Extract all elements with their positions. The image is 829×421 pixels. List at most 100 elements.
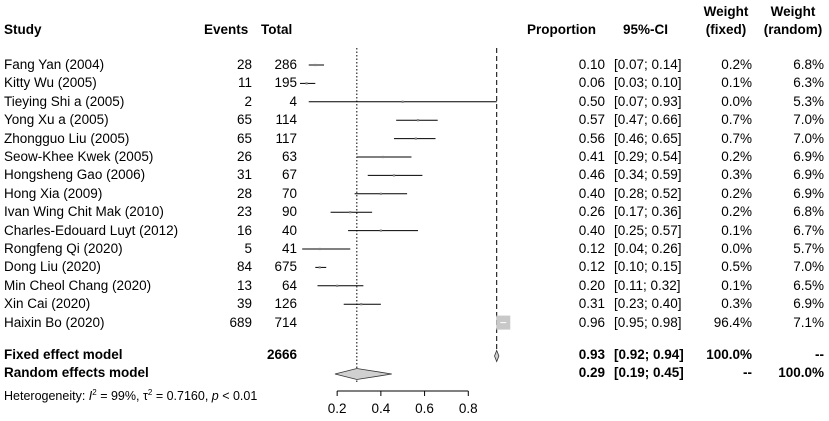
study-weight-random: 6.5% [793,277,824,293]
study-weight-random: 7.0% [793,259,824,275]
study-name: Yong Xu a (2005) [4,112,109,128]
x-axis-tick-label: 0.6 [415,401,434,416]
study-events: 13 [236,277,252,293]
study-name: Seow-Khee Kwek (2005) [4,149,154,164]
study-ci: [0.25; 0.57] [614,222,682,238]
study-effect-square [401,100,404,103]
study-events: 2 [244,93,252,109]
study-effect-square [379,192,382,195]
study-total: 286 [274,57,297,72]
random-model-weight-fixed: -- [743,365,752,380]
study-effect-square [318,247,321,251]
study-weight-fixed: 0.0% [721,93,752,109]
study-weight-random: 5.7% [793,241,824,256]
study-events: 16 [236,222,252,238]
study-weight-fixed: 0.2% [721,204,752,220]
study-weight-random: 6.8% [793,204,824,220]
study-total: 64 [281,277,297,293]
header-weight-random-line2: (random) [763,22,823,37]
study-ci: [0.23; 0.40] [614,296,682,312]
study-proportion: 0.46 [578,167,605,183]
study-total: 90 [281,204,297,220]
study-proportion: 0.20 [578,277,605,293]
study-ci: [0.07; 0.14] [614,57,682,72]
study-ci: [0.07; 0.93] [614,93,682,109]
fixed-model-proportion: 0.93 [578,347,605,362]
study-weight-fixed: 0.1% [721,75,752,91]
study-weight-fixed: 96.4% [713,314,752,330]
study-ci: [0.29; 0.54] [614,149,682,164]
study-effect-square [318,266,321,269]
study-proportion: 0.12 [578,259,605,275]
study-total: 714 [274,314,297,330]
study-name: Min Cheol Chang (2020) [4,277,152,293]
study-weight-fixed: 0.2% [721,149,752,164]
study-proportion: 0.31 [578,296,605,312]
study-proportion: 0.57 [578,112,605,128]
study-weight-fixed: 0.2% [721,185,752,201]
study-events: 689 [229,314,252,330]
x-axis-tick-label: 0.4 [371,401,390,416]
study-ci: [0.46; 0.65] [614,130,682,146]
study-events: 28 [236,185,252,201]
header-study: Study [4,22,42,37]
study-name: Charles-Edouard Luyt (2012) [4,222,179,238]
study-events: 39 [236,296,252,312]
study-name: Zhongguo Liu (2005) [4,130,130,146]
study-effect-square [360,303,363,306]
study-proportion: 0.41 [578,149,605,164]
study-total: 67 [281,167,297,183]
study-weight-random: 6.8% [793,57,824,72]
study-name: Tieying Shi a (2005) [4,93,125,109]
study-ci: [0.34; 0.59] [614,167,682,183]
study-ci: [0.17; 0.36] [614,204,682,220]
study-total: 675 [274,259,297,275]
study-name: Haixin Bo (2020) [4,314,105,330]
study-proportion: 0.26 [578,204,605,220]
study-name: Xin Cai (2020) [4,296,91,312]
study-events: 23 [236,204,252,220]
study-total: 40 [281,222,297,238]
fixed-model-total: 2666 [266,347,297,362]
study-weight-fixed: 0.3% [721,167,752,183]
header-weight-random-line1: Weight [770,4,816,19]
study-events: 11 [237,75,252,91]
study-weight-random: 6.9% [793,296,824,312]
study-total: 4 [289,93,297,109]
study-name: Hongsheng Gao (2006) [4,167,146,183]
fixed-model-ci: [0.92; 0.94] [614,347,684,362]
study-ci: [0.04; 0.26] [614,241,682,256]
study-total: 70 [281,185,297,201]
study-ci: [0.47; 0.66] [614,112,682,128]
study-total: 41 [281,241,297,256]
study-weight-fixed: 0.0% [721,241,752,256]
study-proportion: 0.96 [578,314,605,330]
study-weight-fixed: 0.3% [721,296,752,312]
study-name: Fang Yan (2004) [4,57,105,72]
x-axis-tick-label: 0.8 [459,401,478,416]
study-weight-random: 6.9% [793,185,824,201]
study-effect-square [379,229,382,232]
random-model-label: Random effects model [4,365,149,380]
study-effect-square [305,82,308,85]
study-effect-square [414,137,417,140]
study-proportion: 0.10 [578,57,605,72]
study-total: 195 [274,75,297,91]
fixed-effect-diamond [494,349,500,363]
random-effect-diamond [334,368,392,380]
fixed-model-label: Fixed effect model [4,347,123,362]
study-weight-random: 6.7% [793,222,824,238]
study-effect-square [392,174,396,177]
study-weight-fixed: 0.2% [721,57,752,72]
study-weight-random: 6.9% [793,167,824,183]
study-weight-fixed: 0.7% [721,130,752,146]
study-total: 117 [275,130,297,146]
study-events: 26 [236,149,252,164]
study-effect-square [349,211,352,214]
header-total: Total [261,22,293,37]
x-axis-tick-label: 0.2 [328,401,347,416]
header-proportion: Proportion [527,22,596,37]
fixed-model-weight-random: -- [815,347,824,362]
study-total: 63 [281,149,297,164]
study-proportion: 0.12 [578,241,605,256]
